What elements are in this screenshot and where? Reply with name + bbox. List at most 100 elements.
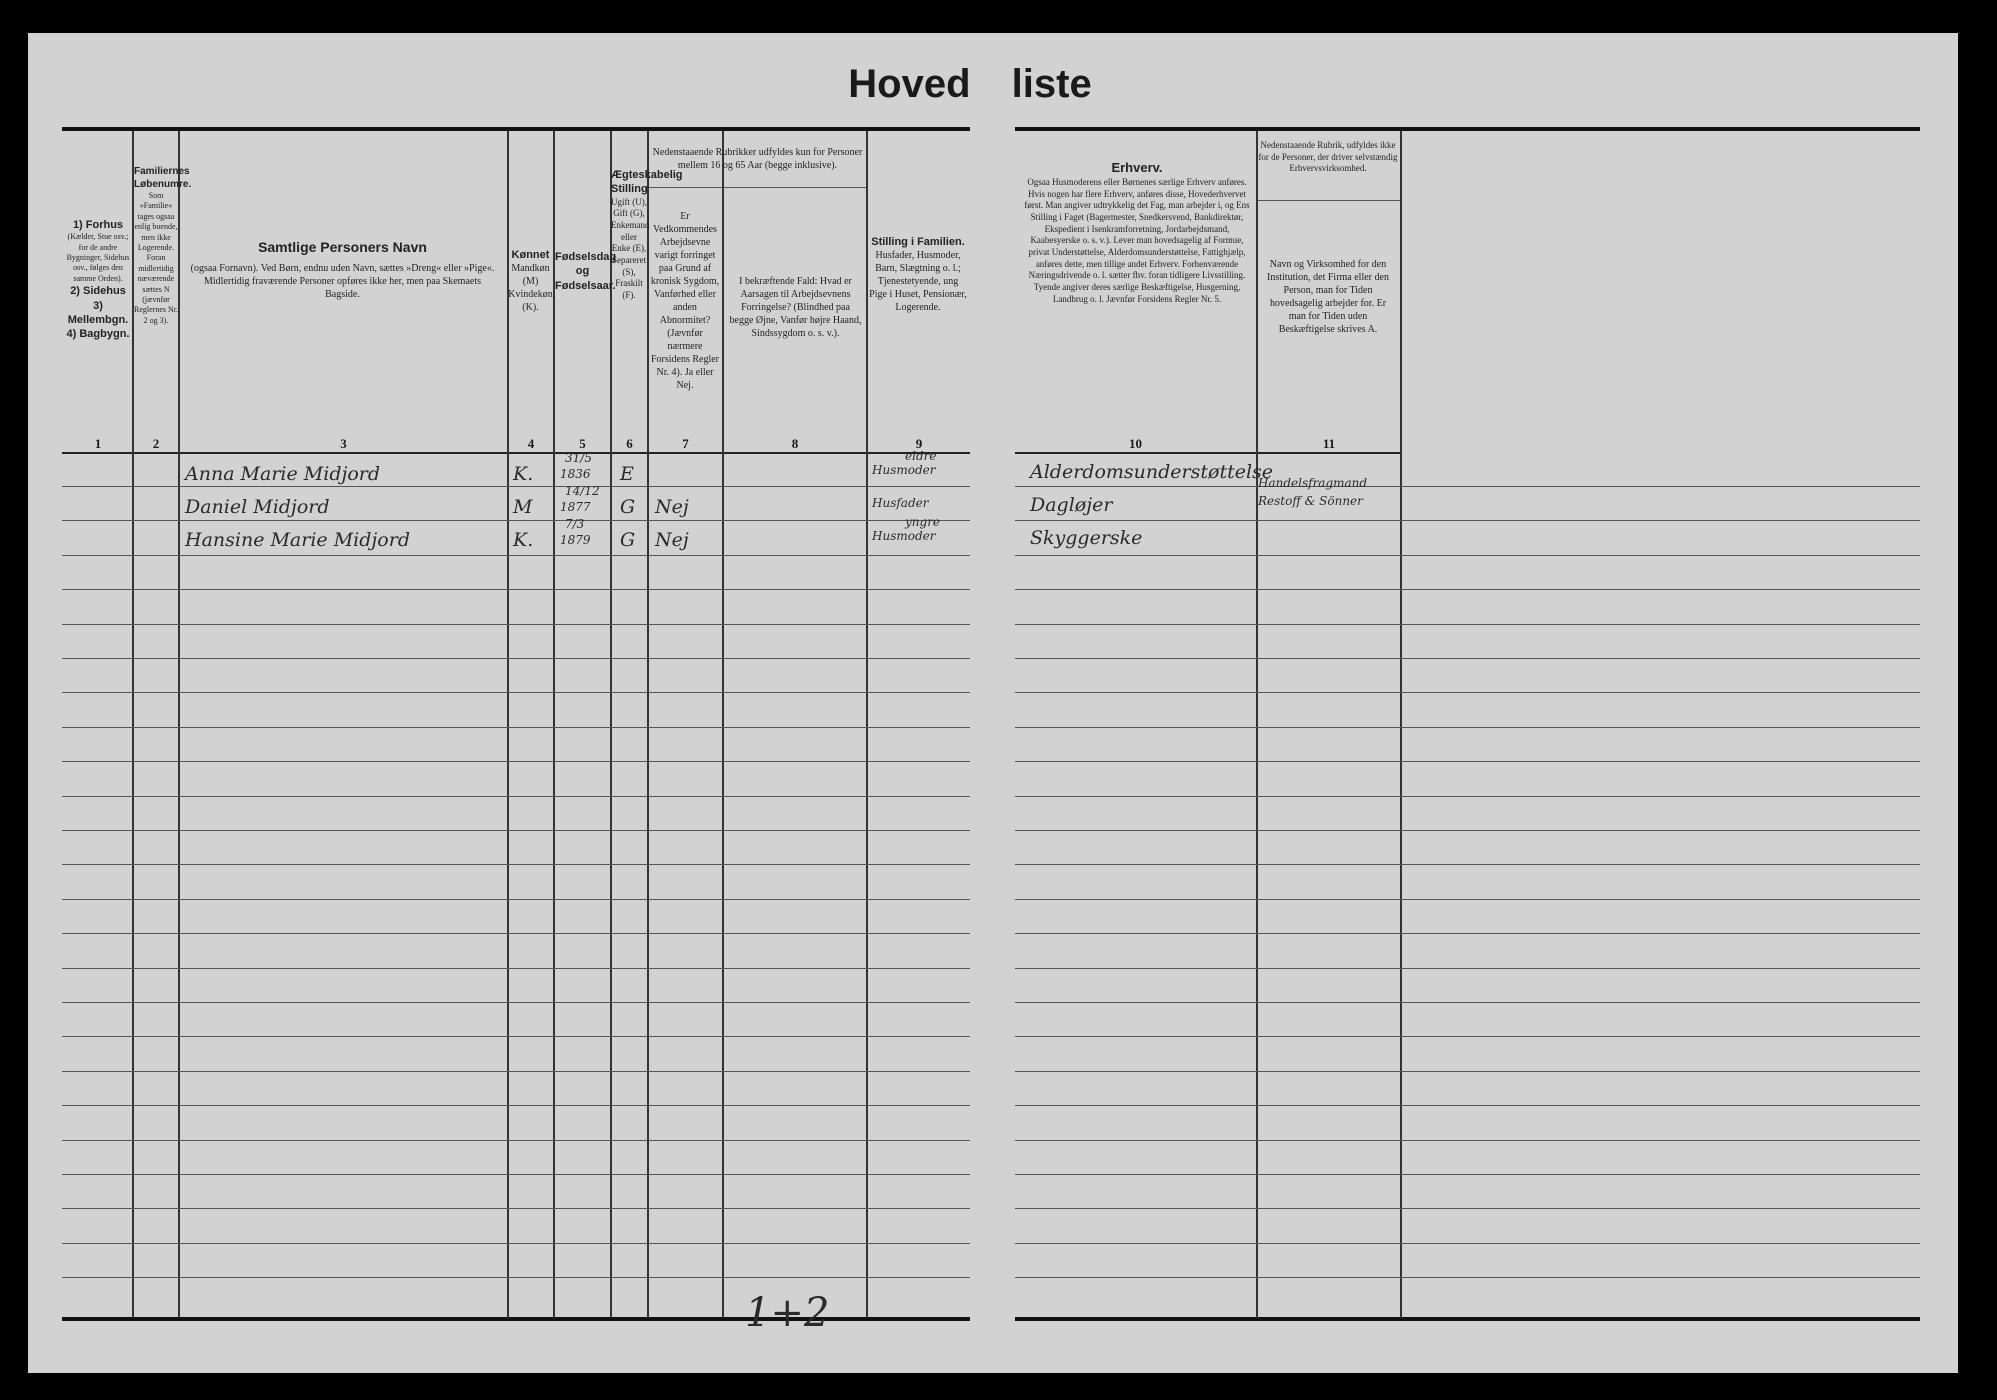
row-line: [1015, 554, 1920, 556]
row-line: [62, 933, 970, 935]
row-line: [1015, 486, 1920, 487]
occupation: Skyggerske: [1030, 527, 1143, 549]
column-number: 3: [340, 436, 347, 451]
row-line: [1015, 658, 1920, 659]
census-sheet: [28, 33, 1958, 1373]
row-line: [62, 1208, 970, 1210]
rubric-rule-11: [1256, 200, 1400, 201]
family-position: Husmoder: [872, 529, 936, 543]
family-note: eldre: [905, 449, 937, 463]
column-divider: [610, 131, 612, 1318]
row-line: [1015, 1002, 1920, 1003]
row-line: [1015, 830, 1920, 831]
marital-status: G: [620, 529, 636, 551]
row-line: [62, 761, 970, 763]
row-line: [1015, 795, 1920, 797]
birth-year: 1877: [560, 500, 591, 514]
bottom-rule-right: [1015, 1317, 1920, 1321]
row-line: [1015, 1070, 1920, 1072]
birth-day: 7/3: [565, 517, 585, 531]
column-number: 7: [682, 436, 689, 451]
birth-day: 31/5: [565, 451, 592, 465]
row-line: [1015, 1139, 1920, 1141]
column-divider: [1256, 131, 1258, 1318]
person-name: Daniel Midjord: [185, 496, 330, 518]
row-line: [1015, 589, 1920, 591]
occupation: Dagløjer: [1030, 494, 1113, 516]
header-col-3: Samtlige Personers Navn (ogsaa Fornavn). …: [190, 239, 495, 301]
rubric-11: Nedenstaaende Rubrik, udfyldes ikke for …: [1258, 140, 1398, 174]
row-line: [62, 726, 970, 728]
top-rule-right: [1015, 127, 1920, 131]
top-rule-left: [62, 127, 970, 131]
rubric-7-8: Nedenstaaende Rubrikker udfyldes kun for…: [652, 147, 863, 171]
column-number: 10: [1129, 436, 1142, 451]
row-line: [1015, 1277, 1920, 1279]
birth-day: 14/12: [565, 484, 600, 498]
header-col-2: Familiernes Løbenumre. Som »Familie« tage…: [134, 166, 192, 325]
header-col-5: Fødselsdag og Fødselsaar.: [555, 251, 617, 292]
column-divider: [866, 131, 868, 1318]
row-line: [62, 967, 970, 969]
birth-year: 1879: [560, 533, 591, 547]
row-line: [1015, 520, 1920, 522]
row-line: [62, 1139, 970, 1141]
page-title: Hoved liste: [848, 62, 1092, 106]
row-line: [1015, 1242, 1920, 1244]
row-line: [1015, 1208, 1920, 1210]
header-rule-right: [1015, 452, 1400, 454]
person-name: Anna Marie Midjord: [185, 463, 381, 485]
family-position: Husfader: [872, 496, 929, 510]
row-line: [62, 658, 970, 659]
occupation: Alderdomsunderstøttelse: [1030, 461, 1274, 483]
header-col-1: 1) Forhus (Kælder, Stue osv.; for de andr…: [66, 219, 130, 341]
row-line: [62, 864, 970, 866]
column-divider: [647, 131, 649, 1318]
row-line: [62, 795, 970, 797]
row-line: [1015, 692, 1920, 694]
row-line: [1015, 864, 1920, 866]
column-divider: [178, 131, 180, 1318]
row-line: [62, 1105, 970, 1107]
row-line: [62, 1002, 970, 1003]
row-line: [62, 1070, 970, 1072]
header-col-8: I bekræftende Fald: Hvad er Aarsagen til…: [729, 276, 862, 339]
column-number: 4: [527, 436, 535, 451]
row-line: [1015, 967, 1920, 969]
person-name: Hansine Marie Midjord: [185, 529, 410, 551]
row-line: [1015, 933, 1920, 935]
row-line: [62, 1242, 970, 1244]
header-col-4: Kønnet Mandkøn (M) Kvindekøn (K).: [508, 249, 553, 314]
row-line: [1015, 726, 1920, 728]
row-line: [62, 898, 970, 900]
row-line: [62, 623, 970, 625]
column-number: 9: [915, 436, 923, 451]
row-line: [62, 589, 970, 591]
marital-status: G: [620, 496, 636, 518]
column-number: 6: [626, 436, 633, 451]
column-number: 2: [152, 436, 160, 451]
header-col-7: Er Vedkommendes Arbejdsevne varigt forri…: [650, 211, 720, 391]
row-line: [1015, 1105, 1920, 1107]
employer: Handelsfragmand Restoff & Sönner: [1258, 476, 1368, 508]
header-col-9: Stilling i Familien. Husfader, Husmoder, …: [869, 236, 967, 314]
row-line: [1015, 898, 1920, 900]
header-rule-left: [62, 452, 970, 454]
sex: K.: [513, 529, 534, 551]
bottom-rule-left: [62, 1317, 970, 1321]
column-divider: [507, 131, 509, 1318]
header-col-6: Ægteskabelig Stilling Ugift (U), Gift (G)…: [611, 169, 683, 301]
row-line: [1015, 1036, 1920, 1038]
header-col-11: Navn og Virksomhed for den Institution, …: [1267, 259, 1389, 335]
row-line: [1015, 623, 1920, 625]
family-position: Husmoder: [872, 463, 936, 477]
row-line: [62, 1174, 970, 1175]
sex: K.: [513, 463, 534, 485]
column-number: 8: [791, 436, 799, 451]
column-divider: [1400, 131, 1402, 1318]
row-line: [62, 1036, 970, 1038]
column-divider: [722, 131, 724, 1318]
column-number: 1: [94, 436, 102, 451]
rubric-rule: [649, 187, 866, 188]
column-number: 11: [1322, 436, 1336, 451]
